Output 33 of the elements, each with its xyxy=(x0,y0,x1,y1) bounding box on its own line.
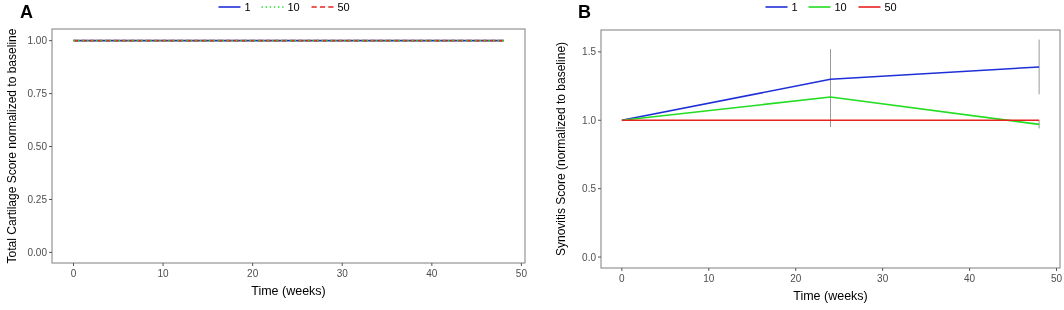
x-tick-label: 30 xyxy=(336,268,349,279)
x-tick-label: 0 xyxy=(70,268,77,279)
legend-label: 50 xyxy=(884,0,897,13)
chart-title: B xyxy=(578,2,591,22)
x-axis-title: Time (weeks) xyxy=(793,289,868,303)
y-tick-label: 0.75 xyxy=(27,88,48,100)
x-tick-label: 50 xyxy=(1050,273,1063,284)
legend-label: 1 xyxy=(244,0,251,13)
y-axis-title: Total Cartilage Score normalized to baseline xyxy=(5,28,19,264)
x-tick-label: 10 xyxy=(157,268,170,279)
y-tick-label: 0.00 xyxy=(27,246,48,258)
y-tick-label: 1.0 xyxy=(582,114,597,126)
legend-label: 10 xyxy=(834,0,847,13)
x-tick-label: 30 xyxy=(877,273,889,284)
x-tick-label: 50 xyxy=(515,268,528,279)
y-axis-title: Synovitis Score (normalized to baseline) xyxy=(554,41,568,257)
y-tick-label: 1.5 xyxy=(582,46,597,58)
y-tick-label: 0.50 xyxy=(27,141,48,153)
legend-label: 50 xyxy=(337,0,350,13)
x-tick-label: 20 xyxy=(790,273,802,284)
y-tick-label: 0.25 xyxy=(27,193,48,205)
legend-label: 1 xyxy=(791,0,798,13)
x-tick-label: 40 xyxy=(426,268,438,279)
x-tick-label: 0 xyxy=(619,273,626,284)
chart-title: A xyxy=(20,2,33,22)
y-tick-label: 0.5 xyxy=(582,183,597,195)
x-tick-label: 40 xyxy=(964,273,976,284)
x-tick-label: 20 xyxy=(247,268,259,279)
legend-label: 10 xyxy=(287,0,300,13)
y-tick-label: 0.0 xyxy=(582,251,597,263)
y-tick-label: 1.00 xyxy=(27,35,48,47)
x-axis-title: Time (weeks) xyxy=(251,284,326,298)
x-tick-label: 10 xyxy=(703,273,715,284)
